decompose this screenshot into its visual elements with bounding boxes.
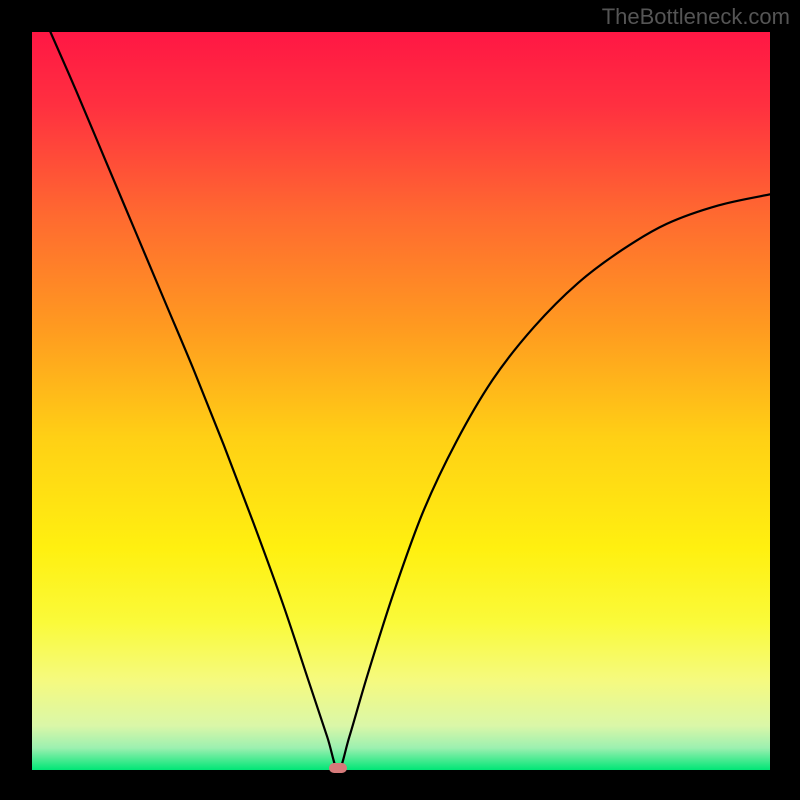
minimum-point-marker [329, 763, 347, 773]
bottleneck-chart [32, 32, 770, 770]
chart-background-gradient [32, 32, 770, 770]
watermark-text: TheBottleneck.com [602, 4, 790, 30]
